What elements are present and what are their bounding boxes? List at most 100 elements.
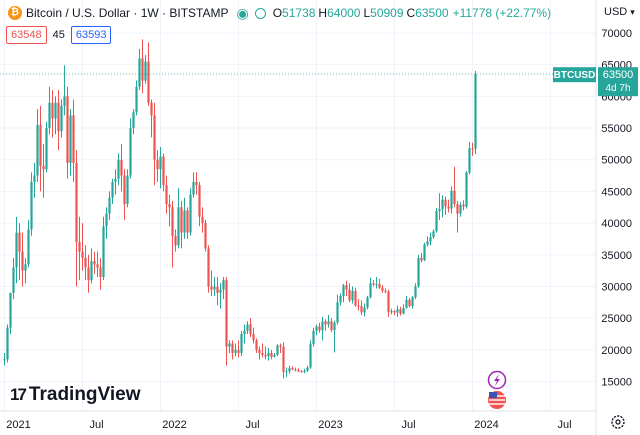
candle[interactable]: [402, 304, 405, 315]
candle[interactable]: [144, 55, 147, 84]
candle[interactable]: [450, 186, 453, 214]
candle[interactable]: [351, 286, 354, 304]
candle[interactable]: [420, 252, 423, 263]
candle[interactable]: [390, 308, 393, 315]
candle[interactable]: [201, 207, 204, 233]
candle[interactable]: [84, 245, 87, 281]
candle[interactable]: [252, 327, 255, 344]
candle[interactable]: [426, 236, 429, 247]
candle[interactable]: [318, 322, 321, 333]
candle[interactable]: [21, 232, 24, 287]
candle[interactable]: [444, 196, 447, 215]
candle[interactable]: [75, 150, 78, 287]
candle[interactable]: [240, 330, 243, 357]
candle[interactable]: [216, 276, 219, 306]
candle[interactable]: [177, 188, 180, 249]
candle[interactable]: [24, 257, 27, 284]
candle[interactable]: [273, 352, 276, 358]
candle[interactable]: [309, 340, 312, 369]
candle[interactable]: [408, 297, 411, 308]
candle[interactable]: [69, 109, 72, 176]
candle[interactable]: [438, 193, 441, 220]
candle[interactable]: [96, 251, 99, 277]
candle[interactable]: [366, 295, 369, 310]
candle[interactable]: [297, 368, 300, 372]
candle[interactable]: [306, 365, 309, 372]
last-price-tag[interactable]: [598, 67, 638, 97]
candle[interactable]: [321, 316, 324, 341]
candle[interactable]: [162, 153, 165, 192]
candle[interactable]: [189, 188, 192, 236]
candle[interactable]: [261, 343, 264, 358]
candle[interactable]: [45, 121, 48, 173]
candle[interactable]: [114, 169, 117, 195]
candle[interactable]: [255, 338, 258, 353]
candle[interactable]: [66, 86, 69, 179]
candle[interactable]: [282, 342, 285, 379]
candle[interactable]: [60, 99, 63, 138]
candle[interactable]: [159, 147, 162, 189]
candle[interactable]: [48, 86, 51, 135]
candle[interactable]: [381, 285, 384, 293]
candle[interactable]: [15, 216, 18, 284]
candle[interactable]: [198, 181, 201, 227]
candle[interactable]: [384, 288, 387, 294]
candle[interactable]: [51, 90, 54, 138]
candle[interactable]: [363, 303, 366, 317]
candle[interactable]: [210, 270, 213, 296]
candle[interactable]: [39, 105, 42, 192]
candle[interactable]: [360, 300, 363, 315]
candle[interactable]: [411, 295, 414, 309]
candle[interactable]: [183, 197, 186, 239]
symbol-price-tag[interactable]: [553, 67, 596, 83]
candle[interactable]: [132, 109, 135, 135]
candle[interactable]: [90, 248, 93, 284]
symbol-title[interactable]: Bitcoin / U.S. Dollar · 1W · BITSTAMP: [26, 6, 229, 20]
candle[interactable]: [117, 153, 120, 186]
candle[interactable]: [9, 292, 12, 334]
candle[interactable]: [243, 324, 246, 344]
candle[interactable]: [417, 254, 420, 288]
candle[interactable]: [165, 175, 168, 214]
candle[interactable]: [288, 365, 291, 374]
candle[interactable]: [432, 229, 435, 239]
candle[interactable]: [102, 216, 105, 281]
candle[interactable]: [186, 207, 189, 239]
candle[interactable]: [414, 283, 417, 300]
candle[interactable]: [348, 283, 351, 303]
candle[interactable]: [195, 172, 198, 195]
candle[interactable]: [219, 283, 222, 309]
candle[interactable]: [12, 257, 15, 300]
candle[interactable]: [105, 207, 108, 239]
candle[interactable]: [303, 368, 306, 374]
candle[interactable]: [120, 143, 123, 192]
candle[interactable]: [327, 314, 330, 328]
market-status-icon[interactable]: [254, 7, 266, 19]
ask-price[interactable]: 63593: [70, 26, 112, 44]
candle[interactable]: [30, 172, 33, 236]
candle[interactable]: [315, 324, 318, 336]
lightning-event-icon[interactable]: [487, 370, 507, 390]
candle[interactable]: [462, 200, 465, 211]
candle[interactable]: [465, 171, 468, 209]
us-flag-icon[interactable]: [488, 391, 506, 409]
candle[interactable]: [246, 321, 249, 334]
candle[interactable]: [225, 276, 228, 366]
candle[interactable]: [138, 48, 141, 91]
candle[interactable]: [405, 295, 408, 309]
candle[interactable]: [222, 276, 225, 300]
candle[interactable]: [342, 283, 345, 303]
candle[interactable]: [267, 347, 270, 361]
candle[interactable]: [270, 349, 273, 360]
candle[interactable]: [459, 202, 462, 217]
candle[interactable]: [150, 99, 153, 138]
candle[interactable]: [387, 289, 390, 317]
candle[interactable]: [399, 306, 402, 316]
candle[interactable]: [153, 102, 156, 186]
candle[interactable]: [93, 251, 96, 274]
candle[interactable]: [126, 169, 129, 208]
candle[interactable]: [279, 343, 282, 353]
candle[interactable]: [18, 223, 21, 281]
candle[interactable]: [276, 344, 279, 357]
